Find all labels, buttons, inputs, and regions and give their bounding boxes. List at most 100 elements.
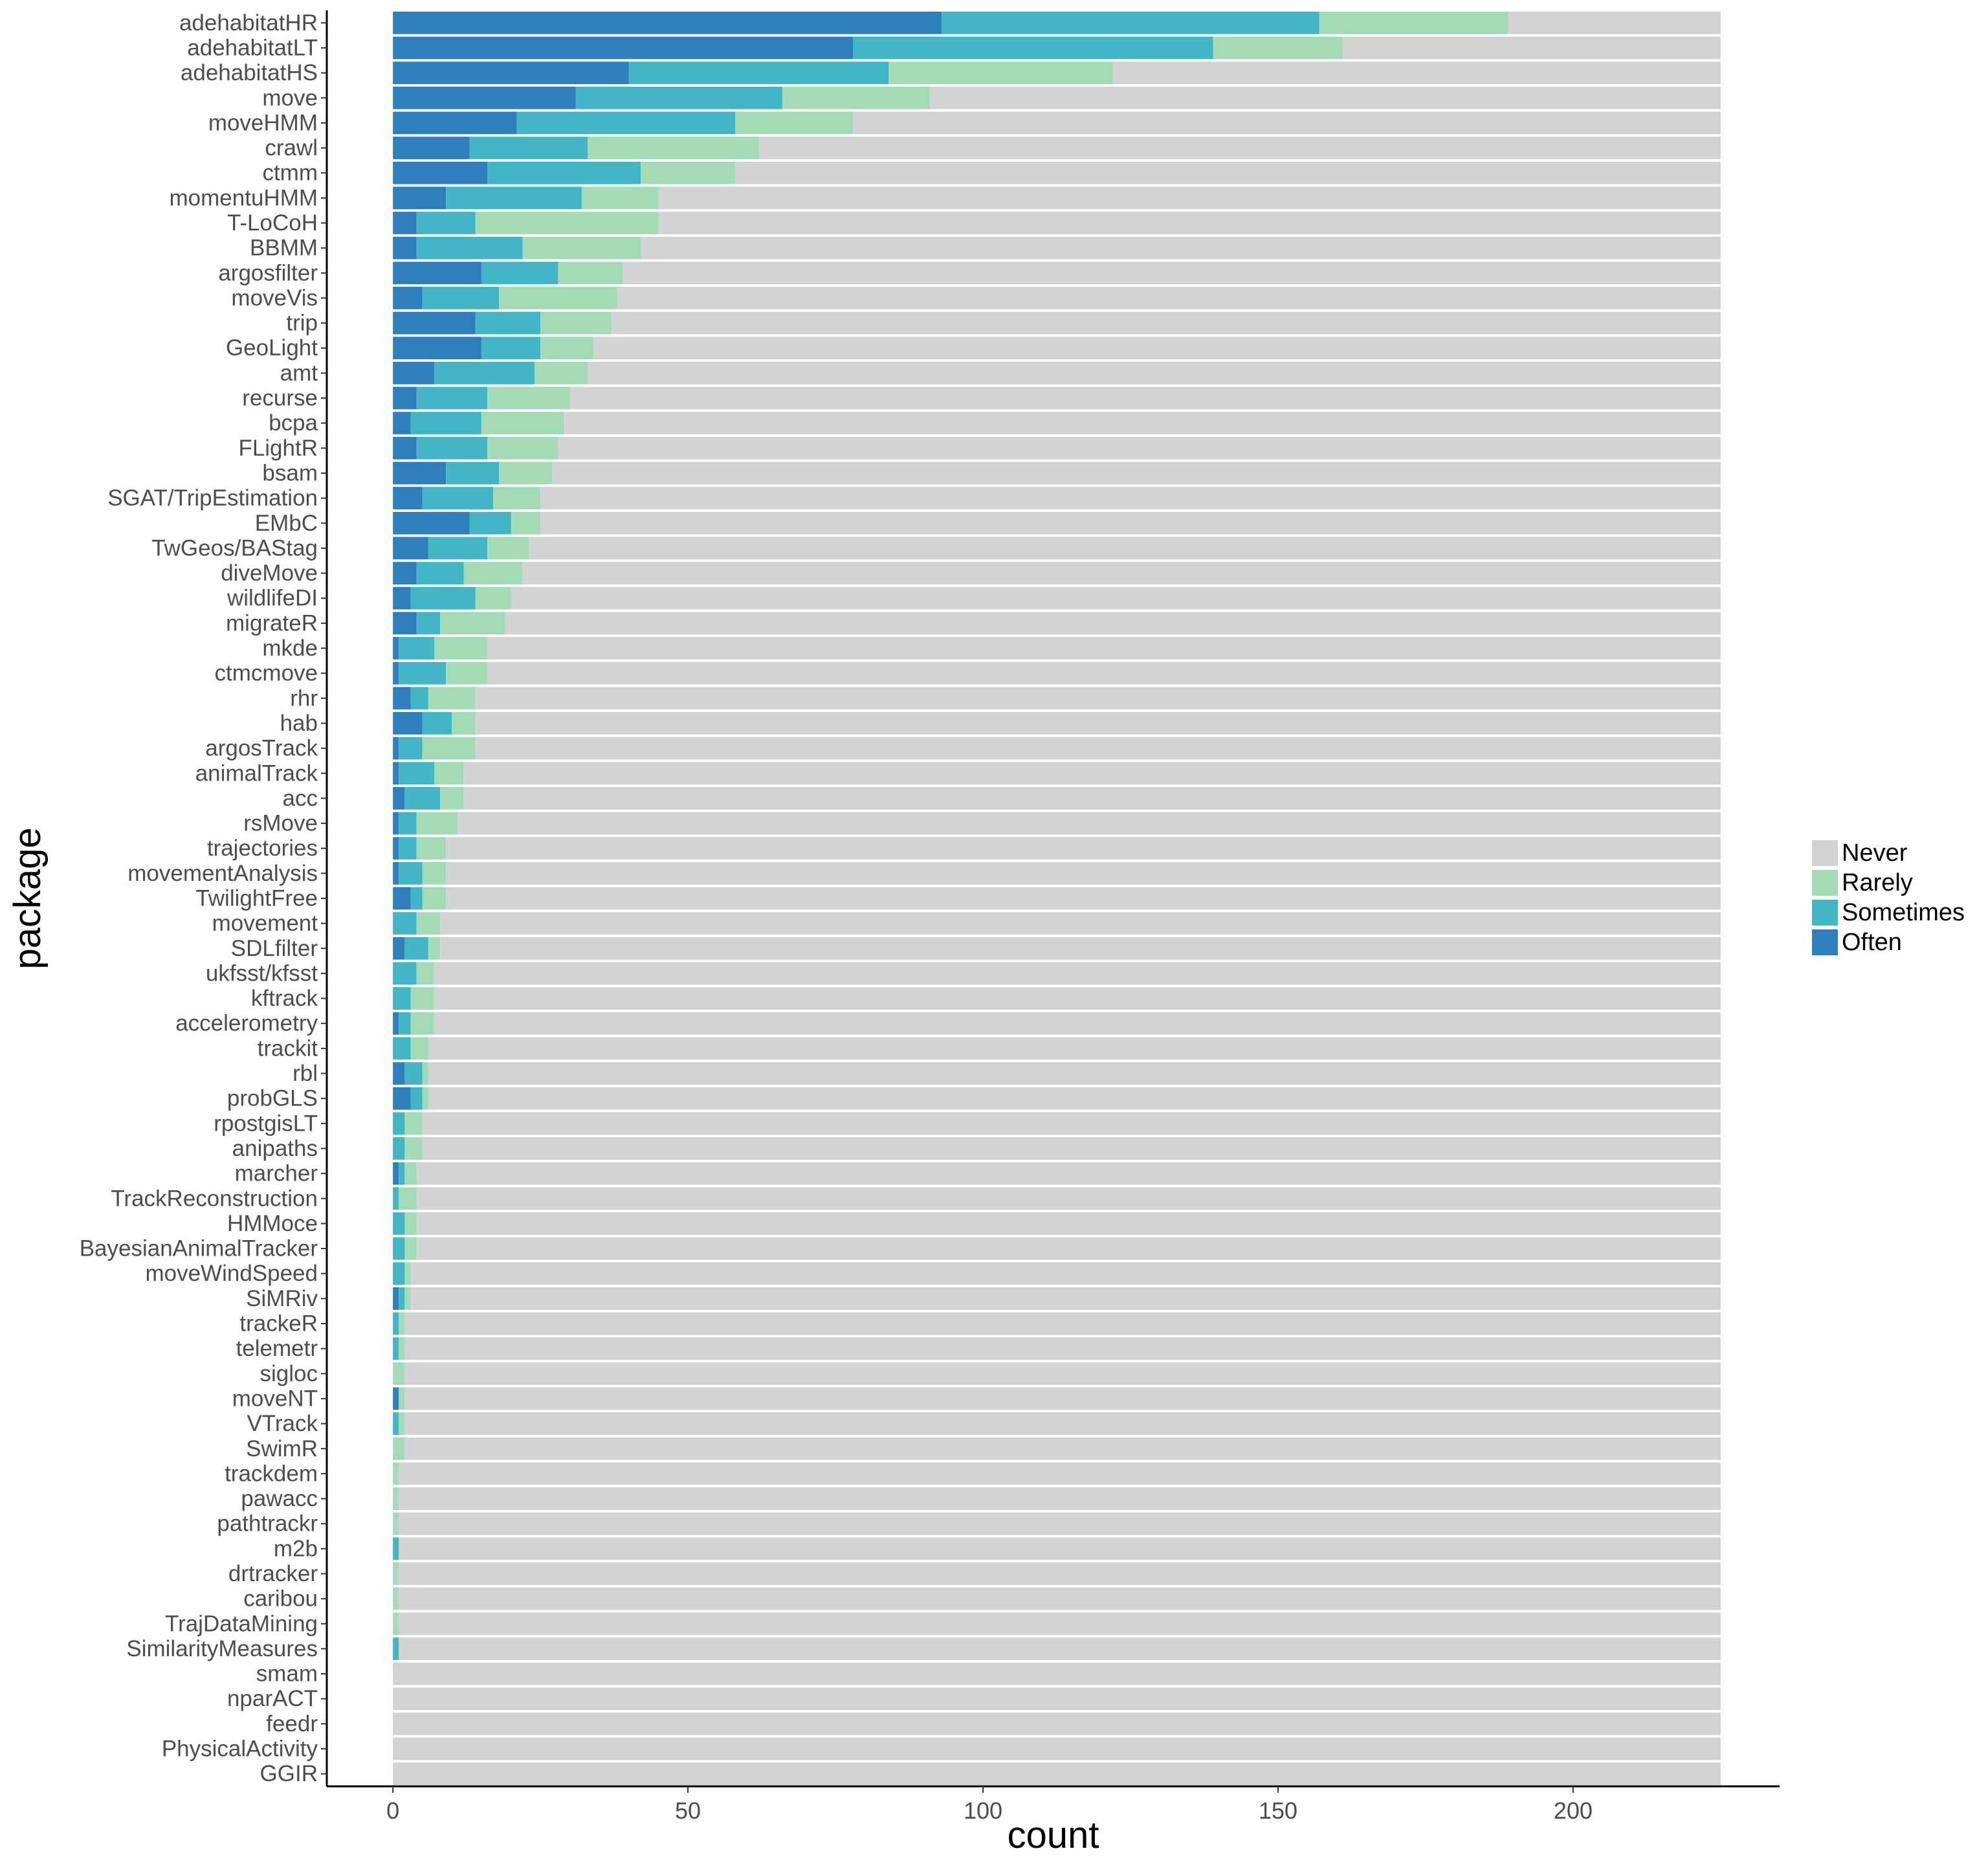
bar-segment-rarely [399,1187,417,1210]
bar-segment-never [623,261,1721,285]
bar-segment-never [540,487,1721,510]
bar-segment-rarely [452,712,476,735]
y-tick-label: kftrack [251,986,318,1011]
y-tick-label: moveNT [232,1386,318,1411]
y-tick-labels: adehabitatHRadehabitatLTadehabitatHSmove… [80,10,327,1786]
y-tick-label: rhr [290,685,318,711]
bar-segment-sometimes [422,287,500,309]
bar-segment-never [593,337,1721,360]
bar-segment-sometimes [393,1412,399,1435]
bar-segment-often [393,236,417,260]
bar-segment-rarely [475,586,511,610]
bar-segment-never [393,1712,1721,1735]
bar-segment-never [434,1012,1721,1035]
y-tick-label: SimilarityMeasures [126,1636,318,1661]
bar-segment-often [393,186,447,210]
bar-segment-often [393,261,481,285]
bar-segment-rarely [393,1562,399,1585]
bar-segment-sometimes [399,837,417,860]
bar-segment-sometimes [393,1537,399,1560]
bar-segment-often [393,562,417,584]
bar-segment-never [487,637,1721,660]
y-tick-label: trackit [258,1036,318,1061]
bar-segment-often [393,1012,399,1035]
bar-segment-rarely [393,1462,399,1485]
bar-segment-sometimes [393,1037,411,1060]
bar-segment-sometimes [410,412,481,435]
bar-segment-never [393,1762,1721,1786]
bar-segment-never [416,1237,1721,1260]
legend-key-never [1812,840,1838,866]
bar-segment-rarely [393,1587,399,1610]
bar-segment-often [393,612,417,635]
bar-segment-sometimes [446,186,582,210]
bar-segment-sometimes [410,586,476,610]
bar-segment-sometimes [393,962,417,985]
bar-segment-never [641,236,1721,260]
bar-segment-rarely [393,1437,405,1460]
y-tick-label: trackdem [225,1461,318,1486]
bar-segment-never [511,586,1721,610]
legend-key-sometimes [1812,900,1838,926]
bar-segment-never [552,461,1721,485]
y-tick-label: diveMove [221,560,318,586]
y-tick-label: rpostgisLT [214,1111,318,1136]
bar-segment-sometimes [469,511,511,535]
bar-segment-rarely [1213,36,1343,60]
y-tick-label: bcpa [269,410,318,436]
bar-segment-rarely [422,1087,428,1110]
bar-segment-rarely [493,487,541,510]
bar-segment-rarely [422,737,476,760]
bar-segment-sometimes [853,36,1213,60]
y-tick-label: amt [280,361,318,386]
y-tick-label: TrackReconstruction [111,1186,318,1211]
y-tick-label: SwimR [246,1436,318,1461]
bar-segment-sometimes [393,1637,399,1660]
y-tick-label: crawl [265,135,318,161]
bar-segment-rarely [481,412,564,435]
y-tick-label: adehabitatLT [187,35,318,60]
bar-segment-never [399,1637,1721,1660]
bar-segment-never [428,1062,1721,1085]
bar-segment-often [393,661,399,685]
bar-segment-rarely [404,1137,423,1160]
bar-segment-sometimes [516,111,736,135]
bar-segment-never [393,1687,1721,1711]
bar-segment-often [393,637,399,660]
bar-segment-never [434,987,1721,1010]
y-tick-label: argosfilter [218,260,318,285]
bar-segment-never [428,1087,1721,1110]
bar-segment-rarely [499,287,617,309]
y-tick-label: TrajDataMining [165,1611,318,1636]
bar-segment-rarely [641,161,736,184]
bar-segment-sometimes [475,311,541,335]
bar-segment-rarely [735,111,854,135]
bar-segment-often [393,386,417,410]
bar-segment-never [416,1162,1721,1185]
bar-segment-never [399,1562,1721,1585]
bar-segment-rarely [404,1287,411,1310]
bar-segment-rarely [404,1237,417,1260]
bar-segment-rarely [522,236,641,260]
bar-segment-often [393,311,476,335]
bar-segment-never [658,186,1721,210]
y-tick-label: wildlifeDI [226,586,318,611]
y-tick-label: m2b [274,1536,318,1561]
bar-segment-never [404,1312,1721,1335]
y-tick-label: nparACT [227,1686,318,1711]
bar-segment-sometimes [404,787,441,810]
bar-segment-often [393,61,629,85]
legend-label-often: Often [1842,929,1902,956]
y-tick-label: caribou [243,1586,318,1612]
bar-segment-rarely [404,1212,417,1235]
y-tick-label: smam [256,1661,318,1687]
y-tick-label: GeoLight [226,335,318,361]
bar-segment-never [399,1537,1721,1560]
bar-segment-rarely [393,1362,405,1385]
bar-segment-rarely [540,311,612,335]
y-tick-label: PhysicalActivity [162,1736,318,1762]
bar-segment-never [463,762,1721,785]
bar-segment-rarely [463,562,523,584]
bar-segment-often [393,1387,399,1410]
bar-segment-never [440,912,1721,935]
